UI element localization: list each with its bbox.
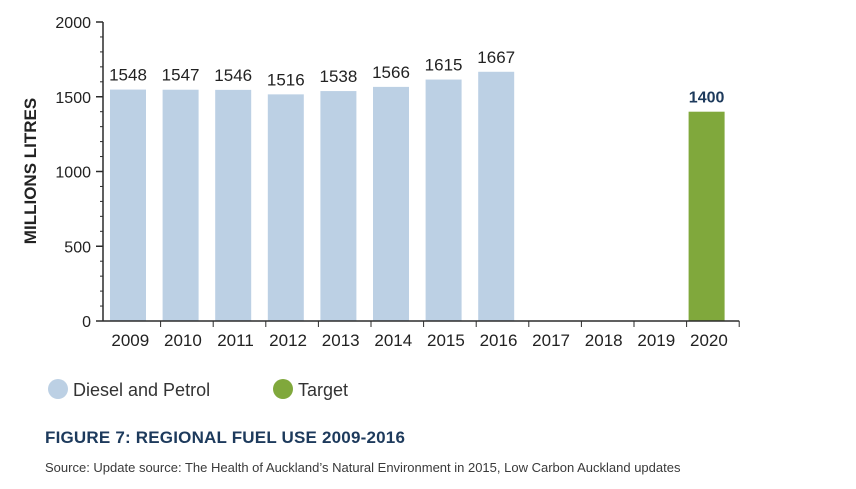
x-tick-label: 2013 xyxy=(322,331,360,350)
figure-source: Source: Update source: The Health of Auc… xyxy=(45,460,681,475)
bar-2015 xyxy=(425,79,462,322)
bar-2010 xyxy=(162,89,199,321)
legend-swatch xyxy=(273,379,293,399)
legend-label: Target xyxy=(298,380,348,400)
x-tick-label: 2016 xyxy=(480,331,518,350)
x-tick-label: 2014 xyxy=(374,331,412,350)
x-tick-label: 2017 xyxy=(532,331,570,350)
x-tick-label: 2011 xyxy=(217,331,254,350)
data-label: 1546 xyxy=(214,66,252,85)
x-tick-label: 2009 xyxy=(111,331,149,350)
y-tick-label: 500 xyxy=(64,239,91,256)
y-tick-label: 0 xyxy=(82,314,91,331)
x-tick-label: 2018 xyxy=(585,331,623,350)
x-tick-labels: 2009 2010 2011 2012 2013 2014 2015 2016 2017 2018… xyxy=(111,331,727,350)
bar-2014 xyxy=(373,86,409,322)
data-label: 1538 xyxy=(319,67,357,86)
data-label: 1400 xyxy=(689,90,725,107)
bar-2011 xyxy=(215,89,252,321)
bar-2009 xyxy=(110,89,146,321)
bar-2020 xyxy=(688,111,725,321)
data-label: 1667 xyxy=(477,48,515,67)
x-tick-label: 2012 xyxy=(269,331,307,350)
data-label: 1566 xyxy=(372,63,410,82)
data-labels: 1548 1547 1546 1516 1538 1566 1615 1667 1400 xyxy=(109,48,724,107)
bar-2012 xyxy=(267,94,304,321)
y-tick-label: 1500 xyxy=(55,90,91,107)
data-label: 1615 xyxy=(425,56,463,75)
legend: Diesel and Petrol Target xyxy=(48,379,348,400)
data-label: 1516 xyxy=(267,70,305,89)
data-label: 1547 xyxy=(162,66,200,85)
data-label: 1548 xyxy=(109,66,147,85)
x-tick-label: 2020 xyxy=(690,331,728,350)
x-tick-label: 2010 xyxy=(164,331,202,350)
legend-label: Diesel and Petrol xyxy=(73,380,210,400)
fuel-use-chart: 1548 1547 1546 1516 1538 1566 1615 1667 1400 200… xyxy=(21,15,740,400)
legend-swatch xyxy=(48,379,68,399)
y-axis-label: MILLIONS LITRES xyxy=(21,98,40,244)
figure-title: FIGURE 7: REGIONAL FUEL USE 2009-2016 xyxy=(45,428,406,447)
y-tick-labels: 0 500 1000 1500 2000 xyxy=(55,15,91,331)
x-tick-label: 2015 xyxy=(427,331,465,350)
bars xyxy=(110,71,725,322)
bar-2016 xyxy=(478,71,515,321)
bar-2013 xyxy=(320,91,357,321)
y-tick-label: 1000 xyxy=(55,165,91,182)
x-tick-label: 2019 xyxy=(637,331,675,350)
y-tick-label: 2000 xyxy=(55,15,91,32)
